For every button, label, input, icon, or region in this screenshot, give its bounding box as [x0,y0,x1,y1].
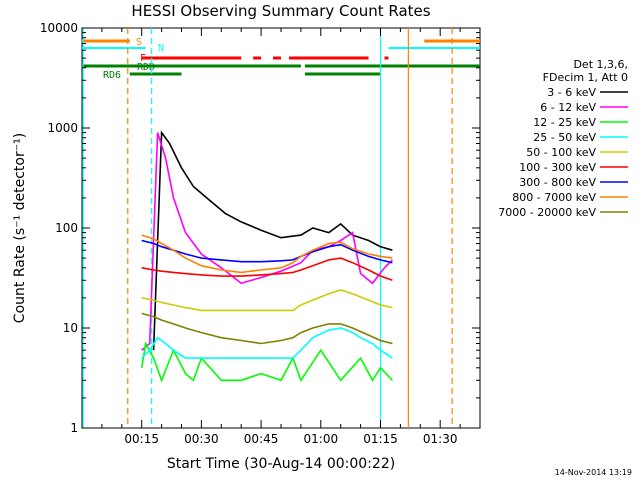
y-tick-label: 10000 [40,21,78,35]
legend-entry-label: 12 - 25 keV [533,116,596,129]
series-line [141,289,393,312]
series-line [140,341,393,383]
legend-entry-label: 300 - 800 keV [519,176,596,189]
series-line [152,130,393,351]
x-axis-ticks: 00:15 00:30 00:45 01:00 01:15 01:30 [101,28,461,446]
x-tick-label: 01:15 [363,432,398,446]
series-group [140,130,393,383]
legend-entry-label: 800 - 7000 keV [512,191,596,204]
x-tick-label: 00:15 [124,432,159,446]
y-tick-label: 1 [70,421,78,435]
series-line [141,257,393,282]
legend-header-1: Det 1,3,6, [573,58,628,71]
flag-bar-label: S [136,37,142,48]
flag-bar-label: F [140,53,146,64]
x-axis-label: Start Time (30-Aug-14 00:00:22) [167,456,395,472]
x-tick-label: 01:30 [423,432,458,446]
footer-date: 14-Nov-2014 13:19 [555,468,632,477]
legend-entry-label: 100 - 300 keV [519,161,596,174]
legend-entry-label: 6 - 12 keV [540,101,596,114]
series-line [141,312,393,345]
legend: Det 1,3,6, FDecim 1, Att 0 3 - 6 keV 6 - … [498,58,628,219]
series-line [141,327,393,359]
flag-bar-label: RDD [137,62,155,73]
series-line [141,132,393,351]
legend-entry-label: 7000 - 20000 keV [498,206,596,219]
y-tick-label: 10 [63,321,78,335]
time-marker-lines [82,28,453,428]
y-axis-ticks: 1 10 100 1000 10000 [40,21,480,435]
legend-entry-label: 50 - 100 keV [526,146,596,159]
legend-entry-label: 25 - 50 keV [533,131,596,144]
flag-bar-label: RD6 [103,70,121,81]
y-tick-label: 100 [55,221,78,235]
y-tick-label: 1000 [47,121,78,135]
flag-bar-label: N [158,43,164,54]
x-tick-label: 00:45 [244,432,279,446]
plot-frame [81,27,481,429]
y-axis-label: Count Rate (s⁻¹ detector⁻¹) [12,133,28,323]
series-line [141,234,393,274]
x-tick-label: 01:00 [304,432,339,446]
legend-entry-label: 3 - 6 keV [547,86,596,99]
legend-header-2: FDecim 1, Att 0 [543,71,628,84]
chart-title: HESSI Observing Summary Count Rates [131,2,430,20]
x-tick-label: 00:30 [184,432,219,446]
